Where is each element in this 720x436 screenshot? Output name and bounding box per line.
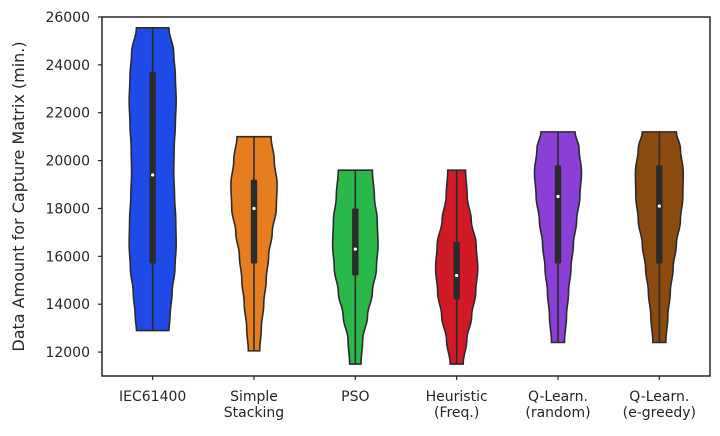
y-tick-label: 16000 [45,249,90,265]
x-tick-label: Simple Stacking [224,389,284,421]
x-tick-label: Q-Learn. (random) [525,389,590,421]
violin-median [657,204,661,208]
violin-5 [533,131,583,344]
plot-frame [101,16,711,377]
violin-3 [331,169,379,365]
y-tick-label: 12000 [45,345,90,361]
x-tick-label: PSO [341,389,369,405]
violin-median [353,247,357,251]
violin-iqr-box [554,165,562,264]
violin-6 [634,131,685,344]
x-tick-label: IEC61400 [119,389,186,405]
violin-iqr-box [149,72,156,264]
violin-median [151,173,155,177]
y-tick-label: 24000 [45,58,90,74]
violin-2 [230,135,278,352]
y-tick-label: 18000 [45,201,90,217]
violin-iqr-box [453,241,460,300]
y-axis-label: Data Amount for Capture Matrix (min.) [9,41,28,351]
violin-iqr-box [656,165,663,264]
violin-iqr-box [250,179,258,264]
y-tick-label: 20000 [45,154,90,170]
violins-layer [128,26,685,365]
y-tick-label: 26000 [45,10,90,26]
violin-1 [128,26,177,332]
x-tick-label: Q-Learn. (e-greedy) [623,389,696,421]
y-tick-label: 14000 [45,297,90,313]
violin-iqr-box [352,208,359,276]
violin-median [455,273,459,278]
y-axis: 12000 14000 16000 18000 20000 22000 24000 26000 [45,10,102,361]
y-tick-label: 22000 [45,106,90,122]
x-axis: IEC61400 Simple Stacking PSO Heuristic (Freq.… [119,376,696,421]
violin-median [556,194,560,199]
x-tick-label: Heuristic (Freq.) [426,389,488,421]
violin-4 [434,169,479,365]
violin-median [252,206,256,211]
